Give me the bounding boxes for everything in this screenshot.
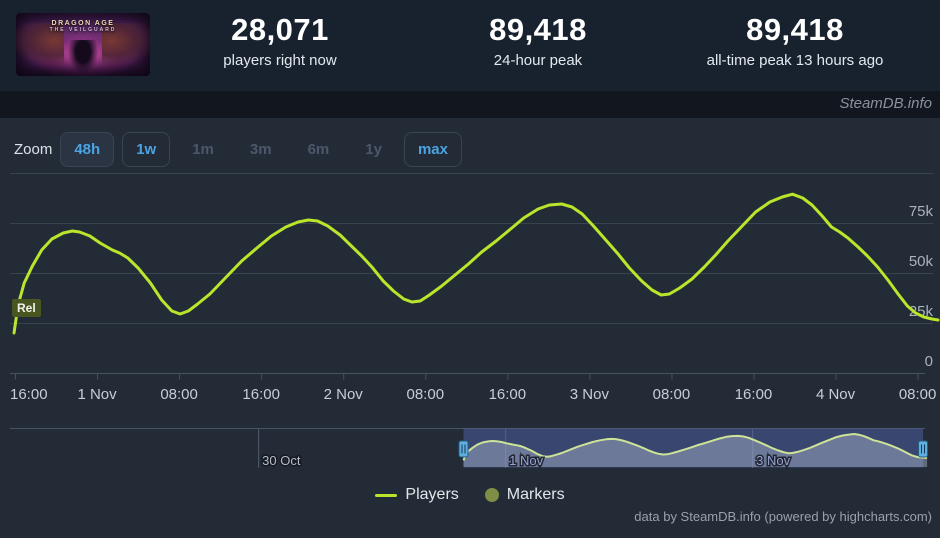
- zoom-button-1m: 1m: [178, 132, 228, 167]
- navigator-axis-label: 30 Oct: [262, 453, 301, 468]
- capsule-subtitle: THE VEILGUARD: [49, 27, 117, 33]
- chart-credit: data by SteamDB.info (powered by highcha…: [634, 509, 932, 524]
- steamdb-watermark: SteamDB.info: [839, 95, 932, 112]
- x-axis-label: 08:00: [653, 386, 691, 403]
- release-marker[interactable]: Rel: [12, 299, 41, 317]
- x-axis-label: 08:00: [407, 386, 445, 403]
- x-axis-label: 16:00: [489, 386, 527, 403]
- y-axis-label: 0: [925, 353, 933, 370]
- chart-legend: Players Markers: [0, 486, 940, 504]
- x-axis-label: 16:00: [242, 386, 280, 403]
- stat-current-players-value: 28,071: [231, 12, 329, 47]
- legend-item-markers[interactable]: Markers: [484, 486, 565, 504]
- x-axis-label: 16:00: [10, 386, 48, 403]
- y-axis-label: 50k: [909, 253, 934, 270]
- stat-24h-peak: 89,418 24-hour peak: [489, 12, 587, 69]
- x-axis-label: 4 Nov: [816, 386, 856, 403]
- zoom-button-48h[interactable]: 48h: [60, 131, 115, 167]
- header: DRAGON AGE THE VEILGUARD 28,071 players …: [0, 0, 940, 91]
- zoom-button-1w[interactable]: 1w: [122, 131, 171, 167]
- navigator-axis-label: 1 Nov: [509, 453, 543, 468]
- zoom-label: Zoom: [14, 140, 53, 158]
- zoom-button-6m: 6m: [294, 132, 344, 167]
- navigator-series-line: [462, 433, 928, 461]
- capsule-art-figure: [68, 40, 98, 74]
- stat-alltime-peak-label: all-time peak 13 hours ago: [706, 52, 884, 69]
- stat-alltime-peak: 89,418 all-time peak 13 hours ago: [707, 12, 884, 69]
- zoom-button-max[interactable]: max: [403, 131, 462, 167]
- legend-players-label: Players: [405, 486, 459, 503]
- markers-dot-swatch-icon: [484, 488, 499, 502]
- capsule-art-right: [102, 23, 150, 67]
- capsule-art-left: [16, 23, 64, 67]
- stat-24h-peak-label: 24-hour peak: [493, 52, 583, 69]
- y-axis-label: 75k: [909, 203, 934, 220]
- navigator-handle-left[interactable]: [458, 440, 469, 458]
- stat-current-players: 28,071 players right now: [223, 12, 336, 69]
- y-axis-label: 25k: [909, 303, 934, 320]
- legend-item-players[interactable]: Players: [375, 486, 459, 504]
- zoom-button-1y: 1y: [351, 132, 396, 167]
- watermark-band: SteamDB.info: [0, 91, 940, 118]
- players-line-swatch-icon: [375, 493, 398, 497]
- navigator-axis-label: 3 Nov: [756, 453, 790, 468]
- stat-24h-peak-value: 89,418: [489, 12, 587, 47]
- x-axis-label: 16:00: [735, 386, 773, 403]
- players-series-line: [12, 192, 940, 335]
- x-axis-label: 08:00: [899, 386, 937, 403]
- x-axis-label: 3 Nov: [570, 386, 610, 403]
- zoom-toolbar: Zoom 48h 1w 1m 3m 6m 1y max: [14, 131, 470, 167]
- stat-current-players-label: players right now: [223, 52, 337, 69]
- navigator-series-area: [463, 434, 928, 467]
- plot-area[interactable]: [10, 173, 925, 373]
- capsule-title: DRAGON AGE: [51, 20, 115, 27]
- stat-alltime-peak-value: 89,418: [746, 12, 844, 47]
- x-axis-label: 2 Nov: [324, 386, 364, 403]
- zoom-button-3m: 3m: [236, 132, 286, 167]
- legend-markers-label: Markers: [506, 486, 565, 503]
- game-capsule-image[interactable]: DRAGON AGE THE VEILGUARD: [16, 13, 150, 76]
- x-axis-label: 1 Nov: [77, 386, 117, 403]
- navigator-handle-right[interactable]: [918, 440, 929, 458]
- x-axis-label: 08:00: [160, 386, 198, 403]
